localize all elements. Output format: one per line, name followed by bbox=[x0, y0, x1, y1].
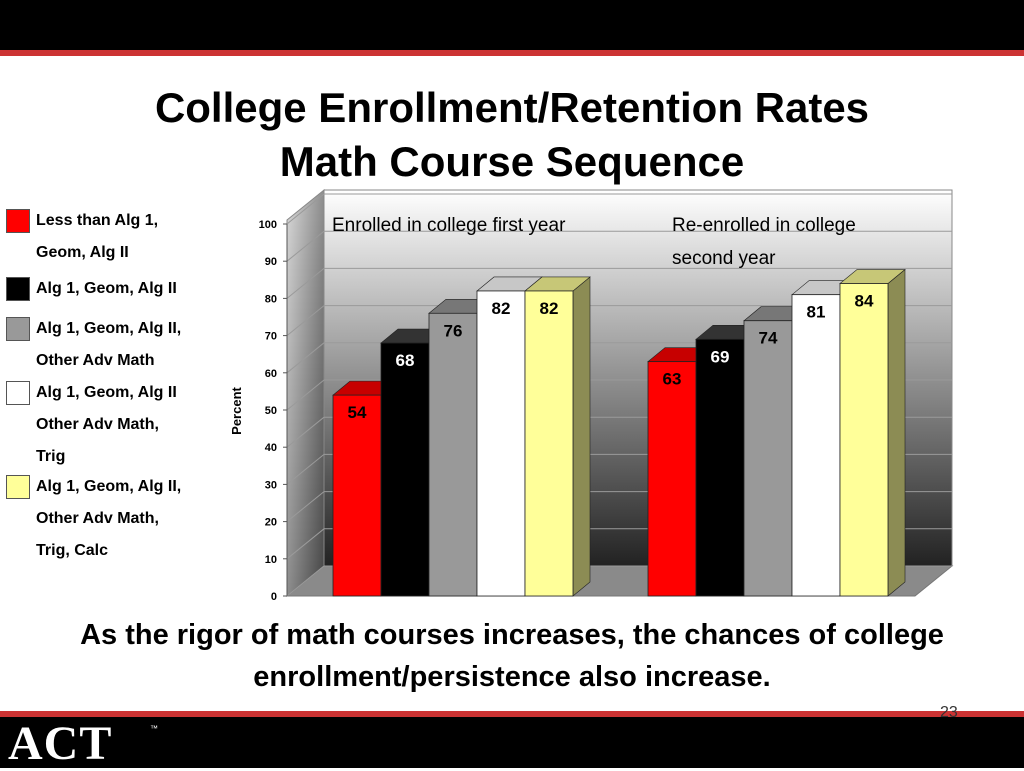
gridline-side bbox=[286, 454, 325, 485]
bar-front bbox=[743, 320, 793, 597]
act-logo-text: ACT bbox=[8, 717, 113, 770]
bar: 84 bbox=[839, 268, 906, 597]
gridline-side bbox=[286, 528, 325, 560]
data-label: 82 bbox=[540, 299, 559, 318]
tick-label: 10 bbox=[265, 554, 277, 566]
legend-swatch bbox=[6, 475, 30, 499]
data-label: 74 bbox=[759, 329, 778, 348]
data-label: 81 bbox=[807, 303, 826, 322]
category-label: Re-enrolled in college second year bbox=[672, 215, 856, 269]
data-label: 68 bbox=[396, 351, 415, 370]
legend-label: Less than Alg 1, Geom, Alg II bbox=[36, 212, 159, 261]
bar-front bbox=[839, 283, 889, 597]
gridline-side bbox=[286, 416, 325, 448]
y-axis-ticks: 0 10 20 30 40 50 60 70 80 90 100 bbox=[259, 219, 288, 603]
tick-label: 40 bbox=[265, 442, 277, 454]
data-label: 63 bbox=[663, 370, 682, 389]
bar-front bbox=[332, 394, 382, 597]
bar-front bbox=[476, 290, 526, 597]
legend-swatch bbox=[6, 317, 30, 341]
legend-swatch bbox=[6, 381, 30, 405]
gridline-side bbox=[286, 230, 325, 262]
legend-swatch bbox=[6, 209, 30, 233]
y-axis-label: Percent bbox=[229, 386, 244, 434]
tick-label: 60 bbox=[265, 368, 277, 380]
bar-side bbox=[572, 276, 591, 597]
top-stripe bbox=[0, 50, 1024, 56]
tick-label: 50 bbox=[265, 405, 277, 417]
bar-front bbox=[380, 342, 430, 597]
act-logo: ACT ™ bbox=[8, 717, 158, 770]
data-label: 69 bbox=[711, 347, 730, 366]
side-wall bbox=[286, 188, 325, 598]
bar-front bbox=[695, 338, 745, 597]
category-label: Enrolled in college first year bbox=[332, 215, 566, 236]
tick-label: 100 bbox=[259, 219, 277, 231]
bar-front bbox=[524, 290, 574, 597]
gridline-side bbox=[286, 268, 325, 299]
gridline-side bbox=[286, 491, 325, 522]
bottom-bar bbox=[0, 717, 1024, 768]
gridline-side bbox=[286, 342, 325, 374]
page-number: 23 bbox=[940, 704, 958, 721]
legend-label: Alg 1, Geom, Alg II bbox=[36, 280, 177, 297]
bar-front bbox=[647, 361, 697, 597]
data-label: 54 bbox=[348, 403, 367, 422]
data-label: 82 bbox=[492, 299, 511, 318]
tick-label: 20 bbox=[265, 517, 277, 529]
data-label: 84 bbox=[855, 292, 874, 311]
top-bar bbox=[0, 0, 1024, 50]
tick-label: 80 bbox=[265, 293, 277, 305]
slide-title: College Enrollment/Retention Rates bbox=[154, 84, 870, 131]
bar: 82 bbox=[524, 276, 591, 597]
legend-swatch bbox=[6, 277, 30, 301]
legend-label: Alg 1, Geom, Alg II, Other Adv Math bbox=[36, 320, 182, 369]
gridline-side bbox=[286, 565, 325, 597]
data-label: 76 bbox=[444, 321, 463, 340]
slide-caption: As the rigor of math courses increases, … bbox=[80, 619, 944, 693]
gridline-side bbox=[286, 305, 325, 336]
tick-label: 0 bbox=[271, 591, 277, 603]
bars: 54 68 76 82 82 63 69 74 81 84 bbox=[332, 268, 906, 597]
gridline-side bbox=[286, 193, 325, 225]
act-logo-trademark: ™ bbox=[150, 724, 158, 733]
gridline-side bbox=[286, 379, 325, 411]
legend-label: Alg 1, Geom, Alg II Other Adv Math, Trig bbox=[36, 384, 177, 465]
bottom-stripe bbox=[0, 711, 1024, 717]
tick-label: 70 bbox=[265, 331, 277, 343]
legend-label: Alg 1, Geom, Alg II, Other Adv Math, Tri… bbox=[36, 478, 182, 559]
bar-side bbox=[887, 268, 906, 597]
slide-subtitle: Math Course Sequence bbox=[279, 138, 745, 185]
bar-front bbox=[791, 294, 841, 597]
bar-front bbox=[428, 312, 478, 597]
tick-label: 90 bbox=[265, 256, 277, 268]
tick-label: 30 bbox=[265, 479, 277, 491]
